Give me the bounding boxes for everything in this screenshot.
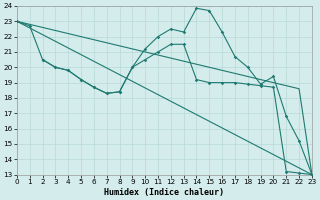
X-axis label: Humidex (Indice chaleur): Humidex (Indice chaleur): [104, 188, 224, 197]
